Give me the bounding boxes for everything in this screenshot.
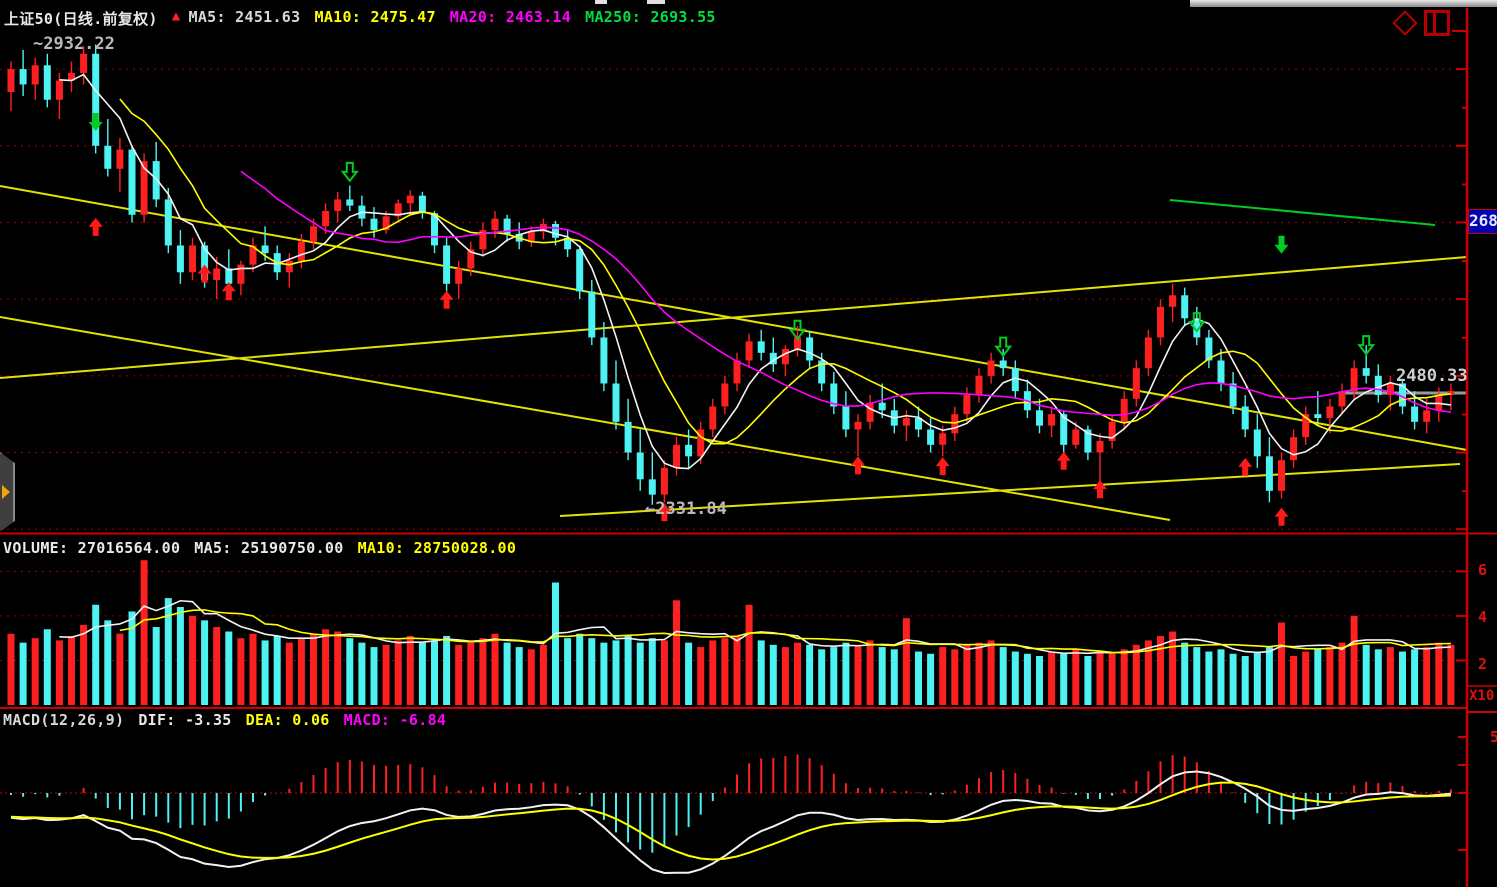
split-divider (1433, 13, 1436, 33)
ma20-readout: MA20: 2463.14 (449, 8, 572, 26)
panel-expand-tab[interactable] (0, 452, 15, 532)
dea-readout: DEA: 0.06 (245, 711, 330, 729)
diamond-icon[interactable] (1392, 10, 1418, 36)
low-price-label: ←2331.84 (645, 499, 727, 519)
ma250-readout: MA250: 2693.55 (585, 8, 716, 26)
titlebar-fragment (647, 0, 665, 4)
volume-axis-label-4: 4 (1478, 608, 1488, 626)
dif-readout: DIF: -3.35 (138, 711, 232, 729)
titlebar-icons (1392, 10, 1450, 36)
macd-axis-label: 5 (1490, 728, 1497, 746)
volume-axis-label-2: 2 (1478, 655, 1488, 673)
split-window-icon[interactable] (1424, 10, 1450, 36)
volume-readout: VOLUME: 27016564.00 (3, 539, 181, 557)
volume-ma10-readout: MA10: 28750028.00 (357, 539, 517, 557)
titlebar-strip (1190, 0, 1497, 7)
volume-axis-unit: X10 (1469, 688, 1495, 704)
titlebar-fragment (595, 0, 607, 4)
price-pane-header: 上证50(日线.前复权) ▲ MA5: 2451.63 MA10: 2475.4… (4, 8, 716, 29)
ma10-readout: MA10: 2475.47 (314, 8, 436, 26)
ma250-value-badge: 268 (1468, 209, 1497, 234)
macd-name: MACD(12,26,9) (3, 711, 125, 729)
macd-pane-header: MACD(12,26,9) DIF: -3.35 DEA: 0.06 MACD:… (3, 711, 446, 729)
ma5-readout: MA5: 2451.63 (188, 8, 301, 26)
expand-arrow-icon (2, 485, 10, 499)
macd-readout: MACD: -6.84 (343, 711, 447, 729)
volume-axis-label-6: 6 (1478, 561, 1488, 579)
last-price-label: 2480.33 (1396, 366, 1468, 386)
symbol-title: 上证50(日线.前复权) (4, 10, 158, 28)
up-arrow-icon: ▲ (171, 8, 181, 24)
high-price-label: ~2932.22 (33, 34, 115, 54)
volume-ma5-readout: MA5: 25190750.00 (194, 539, 344, 557)
volume-pane-header: VOLUME: 27016564.00 MA5: 25190750.00 MA1… (3, 539, 516, 557)
